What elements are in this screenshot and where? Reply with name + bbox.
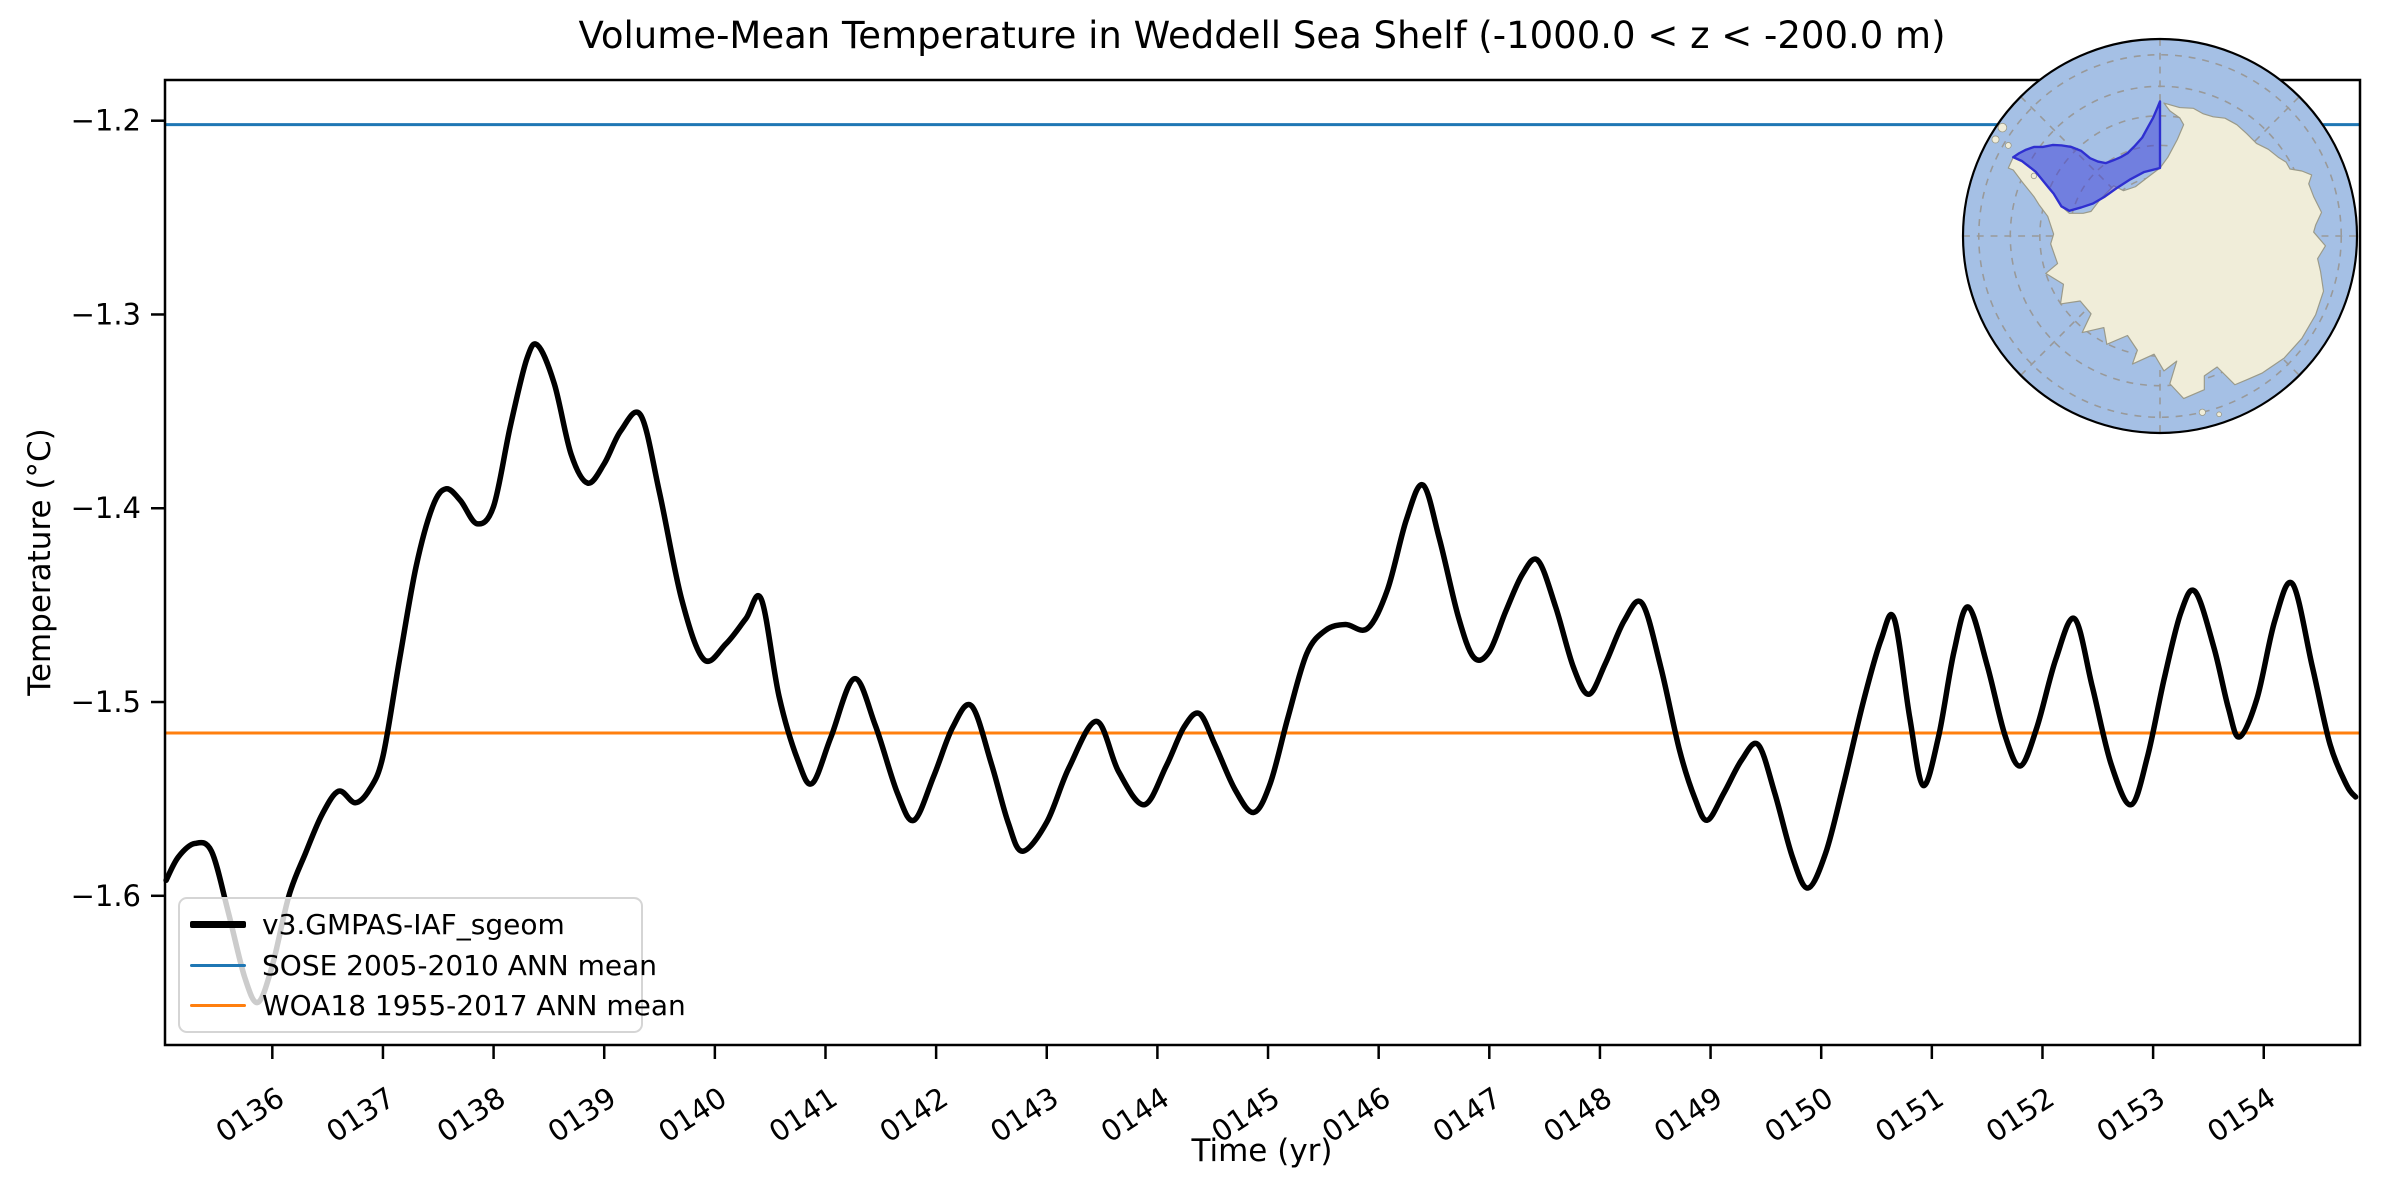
legend-item-label: v3.GMPAS-IAF_sgeom — [262, 908, 565, 941]
map-island — [2216, 411, 2222, 418]
axes-frame — [163, 78, 2362, 1047]
legend-item-label: WOA18 1955-2017 ANN mean — [262, 989, 686, 1022]
y-tick-label: −1.2 — [71, 104, 141, 138]
legend-line-sample — [190, 921, 246, 928]
inset-map — [1961, 37, 2359, 435]
map-island — [2030, 172, 2038, 180]
legend: v3.GMPAS-IAF_sgeom SOSE 2005-2010 ANN mea… — [178, 897, 686, 1033]
y-tick-label: −1.3 — [71, 297, 141, 331]
y-axis-ticks: −1.2 −1.3 −1.4 −1.5 −1.6 — [71, 104, 165, 913]
x-axis-label: Time (yr) — [1191, 1133, 1333, 1169]
map-land-antarctica — [2007, 102, 2327, 400]
legend-item: SOSE 2005-2010 ANN mean — [190, 946, 657, 984]
y-tick-label: −1.5 — [71, 685, 141, 719]
map-highlight-region-weddell — [2012, 100, 2162, 212]
map-outline — [1961, 37, 2359, 435]
x-tick-label: 0154 — [2201, 1080, 2281, 1149]
y-axis-label: Temperature (°C) — [22, 428, 58, 696]
x-tick-label: 0136 — [210, 1080, 290, 1149]
map-island — [2004, 142, 2012, 149]
legend-item: WOA18 1955-2017 ANN mean — [190, 987, 686, 1025]
chart-title: Volume-Mean Temperature in Weddell Sea S… — [578, 14, 1946, 57]
legend-line-sample — [190, 1004, 246, 1007]
legend-item: v3.GMPAS-IAF_sgeom — [190, 906, 631, 944]
legend-line-sample — [190, 963, 246, 967]
series-line-main — [163, 341, 2359, 1006]
y-tick-label: −1.6 — [71, 879, 141, 913]
map-island — [2198, 408, 2206, 416]
y-tick-label: −1.4 — [71, 491, 141, 525]
map-island — [1991, 135, 2000, 144]
map-content — [1963, 39, 2357, 433]
map-island — [1997, 122, 2008, 133]
legend-item-label: SOSE 2005-2010 ANN mean — [262, 948, 658, 982]
